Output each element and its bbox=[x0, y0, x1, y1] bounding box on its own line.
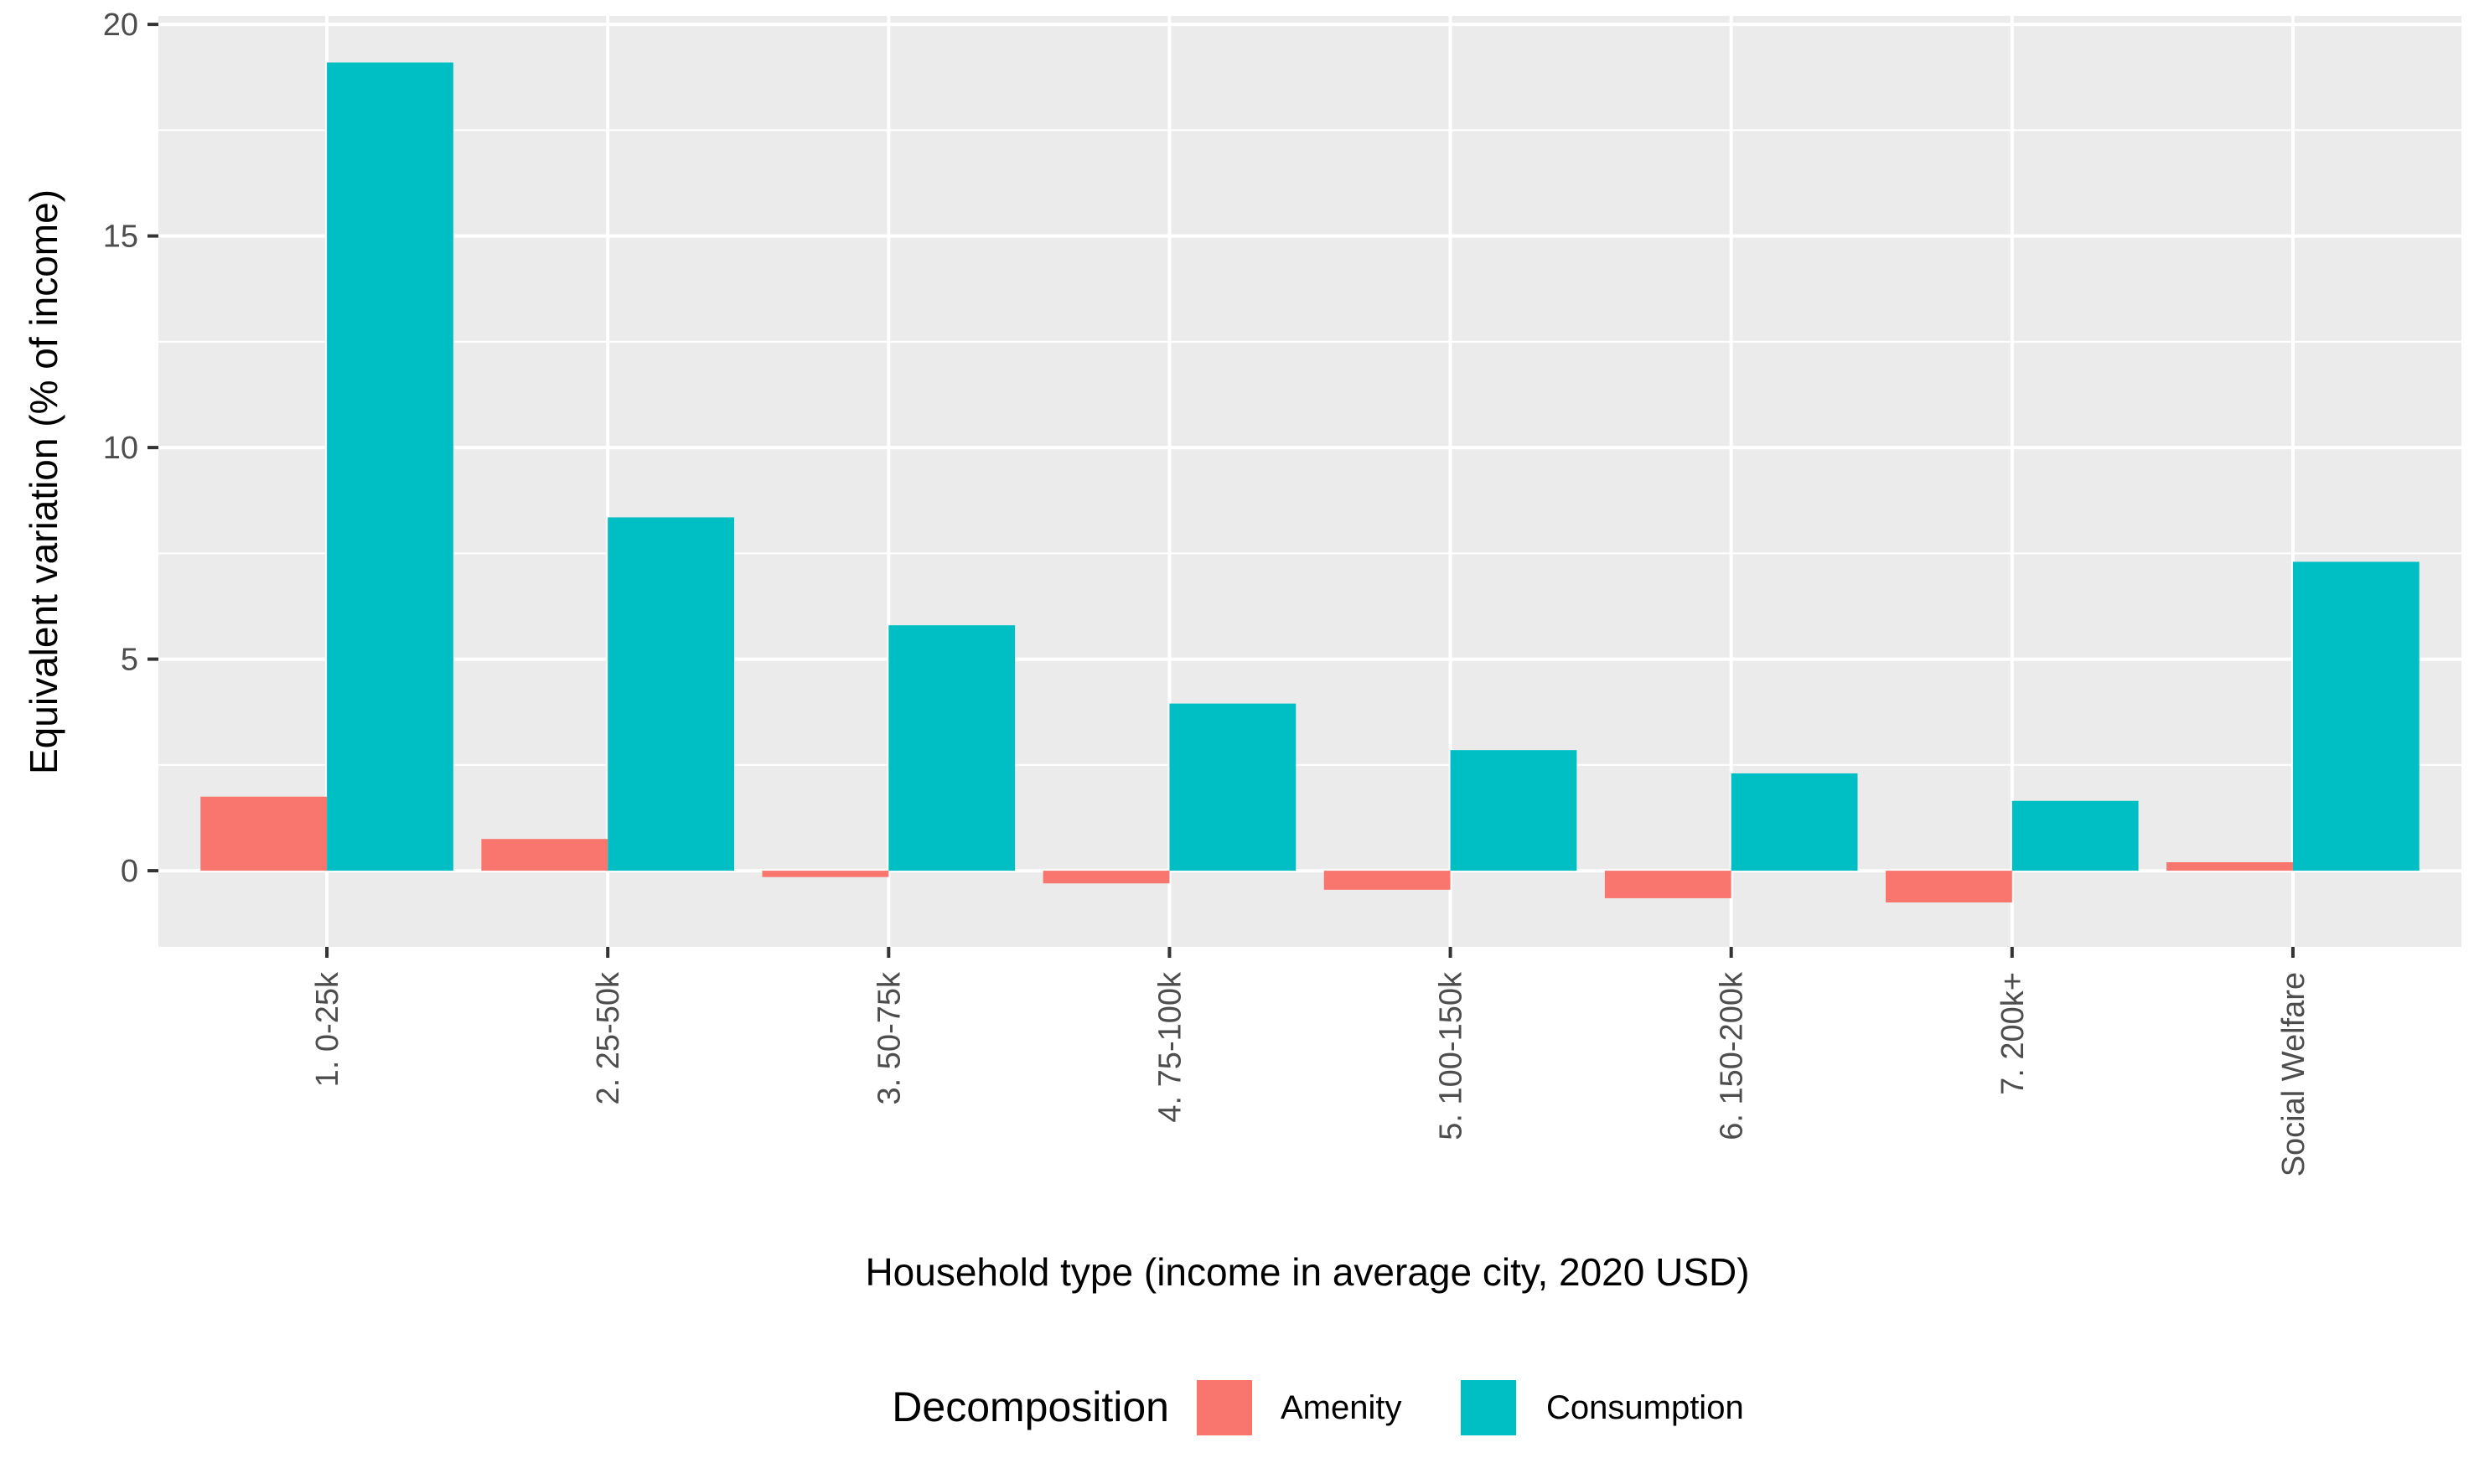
y-tick-label: 5 bbox=[121, 643, 138, 678]
bar-consumption-7 bbox=[2011, 800, 2139, 871]
x-tick-label: Social Welfare bbox=[2276, 972, 2311, 1176]
y-tick-label: 20 bbox=[103, 8, 138, 43]
x-axis-title: Household type (income in average city, … bbox=[865, 1250, 1749, 1294]
legend-title: Decomposition bbox=[892, 1383, 1169, 1430]
x-tick-label: 4. 75-100k bbox=[1152, 971, 1188, 1123]
legend-label-consumption: Consumption bbox=[1546, 1389, 1744, 1426]
bar-amenity-3 bbox=[762, 871, 889, 877]
bar-amenity-1 bbox=[200, 796, 328, 871]
bar-consumption-2 bbox=[608, 517, 734, 871]
bar-amenity-6 bbox=[1604, 871, 1731, 898]
bar-consumption-4 bbox=[1169, 703, 1297, 871]
bar-amenity-8 bbox=[2166, 862, 2293, 871]
x-axis: 1. 0-25k 2. 25-50k 3. 50-75k 4. 75-100k 5. 1… bbox=[310, 947, 2311, 1176]
bar-amenity-4 bbox=[1043, 871, 1170, 884]
x-tick-label: 5. 100-150k bbox=[1434, 971, 1469, 1140]
bar-consumption-8 bbox=[2292, 561, 2420, 871]
legend-key-consumption bbox=[1461, 1380, 1516, 1435]
legend: Decomposition Amenity Consumption bbox=[892, 1380, 1744, 1435]
bar-consumption-6 bbox=[1731, 773, 1858, 871]
x-tick-label: 6. 150-200k bbox=[1715, 971, 1750, 1140]
bar-consumption-5 bbox=[1450, 750, 1577, 871]
bar-amenity-7 bbox=[1886, 871, 2012, 902]
y-tick-label: 0 bbox=[121, 854, 138, 889]
y-tick-label: 10 bbox=[103, 431, 138, 466]
bar-amenity-2 bbox=[481, 839, 608, 871]
legend-label-amenity: Amenity bbox=[1281, 1389, 1402, 1426]
bar-amenity-5 bbox=[1323, 871, 1451, 890]
y-axis: 0 5 10 15 20 bbox=[103, 8, 158, 889]
x-tick-label: 7. 200k+ bbox=[1995, 972, 2031, 1095]
x-tick-label: 2. 25-50k bbox=[591, 971, 626, 1104]
bars bbox=[200, 62, 2420, 902]
y-tick-label: 15 bbox=[103, 220, 138, 255]
legend-key-amenity bbox=[1197, 1380, 1252, 1435]
bar-consumption-1 bbox=[327, 62, 453, 871]
plot-panel bbox=[158, 16, 2461, 947]
minor-gridlines bbox=[158, 129, 2461, 766]
x-tick-label: 3. 50-75k bbox=[872, 971, 907, 1104]
bar-consumption-3 bbox=[888, 625, 1016, 871]
y-axis-title: Equivalent variation (% of income) bbox=[22, 189, 65, 774]
x-tick-label: 1. 0-25k bbox=[310, 971, 345, 1087]
